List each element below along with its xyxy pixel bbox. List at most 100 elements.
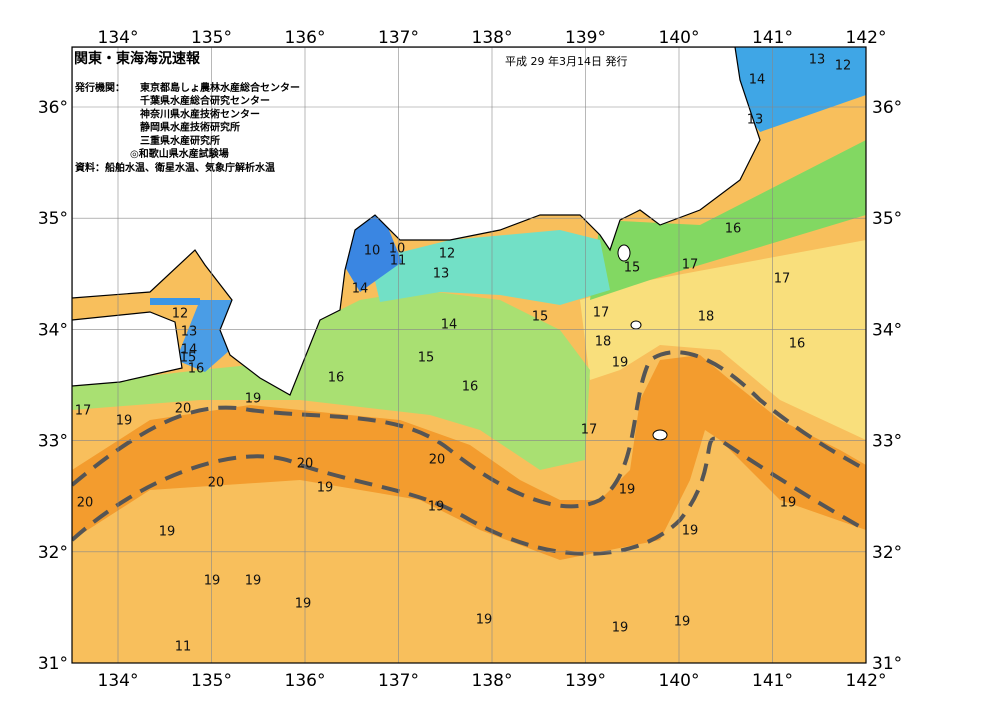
contour-label: 13: [433, 267, 450, 282]
contour-label: 14: [749, 73, 766, 88]
contour-label: 14: [441, 318, 458, 333]
lat-label: 33°: [872, 432, 902, 452]
contour-label: 18: [595, 335, 612, 350]
contour-label: 17: [774, 272, 791, 287]
contour-label: 11: [175, 640, 192, 655]
contour-label: 17: [682, 258, 699, 273]
shikoku-land: [72, 311, 183, 387]
contour-label: 15: [624, 261, 641, 276]
contour-label: 16: [188, 362, 205, 377]
contour-label: 19: [612, 356, 629, 371]
kii-channel: [176, 300, 232, 372]
contour-label: 20: [77, 496, 94, 511]
island: [630, 320, 642, 330]
contour-label: 18: [698, 310, 715, 325]
lon-label: 139°: [565, 671, 606, 691]
lon-label: 141°: [752, 671, 793, 691]
seto-strip: [150, 298, 200, 305]
contour-label: 12: [439, 247, 456, 262]
contour-label: 20: [175, 402, 192, 417]
boso-cold: [735, 47, 866, 132]
contour-label: 15: [532, 310, 549, 325]
kuroshio-axis-south: [72, 436, 866, 556]
lon-label: 142°: [846, 28, 887, 48]
island: [617, 244, 631, 262]
issuer: 千葉県水産総合研究センター: [140, 94, 270, 107]
issuer-label: 発行機関：: [74, 81, 125, 94]
lon-label: 138°: [472, 28, 513, 48]
contour-label: 20: [429, 453, 446, 468]
cyan-zone: [370, 230, 610, 305]
contour-label: 14: [352, 282, 369, 297]
contour-label: 20: [297, 457, 314, 472]
lon-label: 136°: [285, 671, 326, 691]
contour-label: 19: [682, 524, 699, 539]
contour-label: 16: [328, 371, 345, 386]
issuers: 東京都島しょ農林水産総合センター千葉県水産総合研究センター神奈川県水産技術センタ…: [130, 81, 300, 160]
contour-label: 19: [780, 496, 797, 511]
issuer: 神奈川県水産技術センター: [140, 107, 260, 120]
lon-label: 134°: [98, 671, 139, 691]
lon-label: 137°: [378, 671, 419, 691]
issuer: 三重県水産研究所: [140, 134, 220, 147]
contour-label: 17: [581, 423, 598, 438]
green-east: [590, 140, 866, 300]
issuer: ◎和歌山県水産試験場: [130, 147, 229, 160]
lon-label: 141°: [752, 28, 793, 48]
contour-label: 19: [428, 500, 445, 515]
lat-label: 36°: [872, 98, 902, 118]
contour-label: 16: [789, 337, 806, 352]
yellow-zone: [580, 240, 866, 440]
lat-label: 35°: [872, 209, 902, 229]
contour-label: 19: [204, 574, 221, 589]
lat-label: 33°: [38, 432, 68, 452]
lat-label: 31°: [38, 654, 68, 674]
grid: [72, 47, 866, 663]
contour-label: 11: [390, 254, 407, 269]
contour-label: 13: [809, 53, 826, 68]
contour-label: 10: [389, 242, 406, 257]
contour-label: 15: [418, 351, 435, 366]
source: 資料：船舶水温、衛星水温、気象庁解析水温: [75, 161, 275, 174]
contour-label: 12: [172, 307, 189, 322]
contour-label: 19: [619, 483, 636, 498]
contour-label: 15: [180, 351, 197, 366]
contour-label: 19: [159, 525, 176, 540]
contour-label: 19: [674, 615, 691, 630]
contour-label: 17: [593, 306, 610, 321]
contour-label: 16: [725, 222, 742, 237]
issue-date: 平成 29 年3月14日 発行: [505, 54, 627, 68]
map-frame: [71, 46, 867, 664]
contour-label: 19: [476, 613, 493, 628]
issuer: 静岡県水産技術研究所: [140, 121, 240, 134]
lat-label: 31°: [872, 654, 902, 674]
lat-label: 34°: [872, 320, 902, 340]
lat-label: 32°: [872, 543, 902, 563]
warm-band: [72, 355, 866, 560]
kuroshio-axis-north: [72, 350, 866, 509]
contour-label: 19: [317, 481, 334, 496]
contour-label: 19: [612, 621, 629, 636]
lon-label: 139°: [565, 28, 606, 48]
lon-label: 142°: [846, 671, 887, 691]
lon-label: 134°: [98, 28, 139, 48]
title: 関東・東海海況速報: [74, 50, 201, 67]
lon-label: 138°: [472, 671, 513, 691]
contour-label: 10: [364, 244, 381, 259]
contour-label: 12: [835, 59, 852, 74]
lon-label: 135°: [191, 28, 232, 48]
lon-label: 135°: [191, 671, 232, 691]
lon-label: 140°: [659, 28, 700, 48]
contour-label: 13: [747, 113, 764, 128]
lon-label: 137°: [378, 28, 419, 48]
green-zone: [72, 290, 590, 470]
honshu-land: [72, 47, 761, 396]
lat-label: 35°: [38, 209, 68, 229]
contour-label: 19: [245, 392, 262, 407]
contour-label: 19: [116, 414, 133, 429]
lat-label: 34°: [38, 320, 68, 340]
lon-label: 140°: [659, 671, 700, 691]
